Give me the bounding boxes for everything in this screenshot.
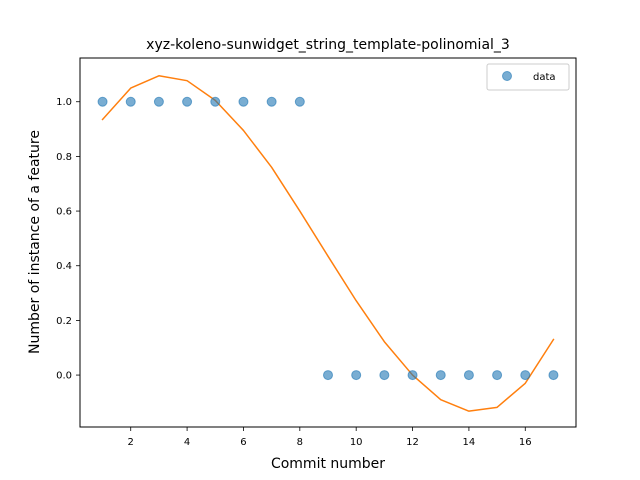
fit-line	[101, 75, 555, 412]
y-tick-label: 0.2	[56, 316, 72, 327]
data-point	[407, 370, 418, 381]
data-point	[323, 370, 333, 381]
y-tick-label: 0.0	[56, 371, 72, 382]
data-point	[97, 96, 108, 107]
data-point	[520, 370, 531, 381]
x-axis: 2 4 6 8 10 12 14 16	[128, 427, 532, 448]
data-point	[379, 370, 390, 381]
legend: data	[486, 63, 570, 91]
data-point	[351, 370, 362, 381]
data-point	[182, 96, 193, 107]
data-point	[153, 96, 164, 107]
data-point	[463, 370, 474, 381]
data-point	[125, 96, 136, 107]
data-point	[435, 370, 446, 381]
x-tick-label: 2	[128, 437, 134, 448]
y-tick-label: 0.8	[56, 152, 72, 163]
x-axis-title: Commit number	[271, 456, 385, 472]
legend-marker-data	[502, 71, 512, 81]
plot-area	[97, 75, 559, 412]
axes-frame	[79, 57, 577, 428]
chart-title: xyz-koleno-sunwidget_string_template-pol…	[146, 37, 510, 53]
y-tick-label: 0.6	[56, 207, 72, 218]
data-point	[548, 370, 559, 381]
legend-label-data: data	[533, 72, 556, 83]
y-axis-title: Number of instance of a feature	[27, 130, 43, 354]
data-point	[266, 96, 277, 107]
y-tick-label: 0.4	[56, 261, 72, 272]
x-tick-label: 16	[519, 437, 532, 448]
data-point	[294, 96, 305, 107]
y-tick-label: 1.0	[56, 97, 72, 108]
data-point	[492, 370, 503, 381]
x-tick-label: 10	[350, 437, 363, 448]
data-point	[210, 96, 221, 107]
x-tick-label: 12	[406, 437, 419, 448]
x-tick-label: 6	[240, 437, 246, 448]
y-axis: 0.0 0.2 0.4 0.6 0.8 1.0	[56, 97, 80, 382]
x-tick-label: 4	[184, 437, 190, 448]
data-point	[238, 96, 249, 107]
x-tick-label: 14	[463, 437, 476, 448]
x-tick-label: 8	[297, 437, 303, 448]
legend-box	[486, 63, 570, 91]
